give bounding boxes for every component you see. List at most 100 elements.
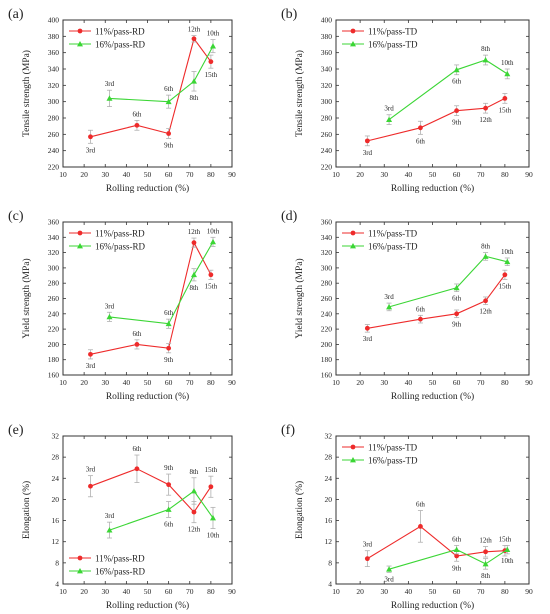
point-label: 12th <box>479 536 492 544</box>
series-line <box>109 241 214 325</box>
series-line <box>388 59 508 121</box>
data-point <box>418 316 423 322</box>
point-label: 8th <box>189 468 198 476</box>
point-label: 9th <box>164 464 173 472</box>
x-tick-label: 80 <box>207 170 215 179</box>
series: 3rd 6th 9th 12th 15th <box>86 228 218 370</box>
x-tick-label: 90 <box>525 587 533 596</box>
series: 3rd 6th 9th 12th 15th <box>363 269 512 343</box>
x-tick-label: 80 <box>207 378 215 387</box>
x-tick-label: 60 <box>453 170 461 179</box>
x-tick-label: 80 <box>501 587 509 596</box>
data-point <box>386 116 393 123</box>
data-point <box>190 78 197 84</box>
y-tick-label: 8 <box>55 558 59 567</box>
point-label: 3rd <box>363 335 373 343</box>
x-tick-label: 80 <box>501 378 509 387</box>
x-tick-label: 40 <box>405 378 413 387</box>
data-point <box>106 313 113 320</box>
legend: 11%/pass-TD 16%/pass-TD <box>342 229 418 252</box>
x-tick-label: 10 <box>59 587 67 596</box>
legend-marker <box>77 28 83 34</box>
y-tick-label: 200 <box>321 340 333 349</box>
x-tick-label: 20 <box>80 170 88 179</box>
y-tick-label: 300 <box>321 263 333 272</box>
y-axis-label: Elongation (%) <box>294 481 305 539</box>
point-label: 10th <box>207 532 220 540</box>
y-tick-label: 340 <box>321 65 333 74</box>
x-tick-label: 10 <box>332 170 340 179</box>
point-label: 6th <box>416 137 425 145</box>
y-tick-label: 320 <box>48 81 60 90</box>
data-point <box>166 131 172 136</box>
point-label: 12th <box>188 228 201 236</box>
y-tick-label: 380 <box>48 32 60 41</box>
y-axis-label: Tensile strength (MPa) <box>21 50 32 137</box>
plot-frame <box>62 19 233 168</box>
y-tick-label: 28 <box>325 453 333 462</box>
x-tick-label: 10 <box>59 170 67 179</box>
y-tick-label: 28 <box>52 453 60 462</box>
legend-label: 16%/pass-TD <box>368 242 418 252</box>
series: 3rd 6th 8th 10th <box>384 243 514 312</box>
point-label: 3rd <box>384 575 394 583</box>
panel-label: (e) <box>8 423 24 438</box>
point-label: 3rd <box>86 146 96 154</box>
point-label: 9th <box>164 356 173 364</box>
point-label: 12th <box>188 26 201 34</box>
point-label: 10th <box>501 59 514 67</box>
x-tick-label: 70 <box>186 170 194 179</box>
data-point <box>504 70 511 77</box>
point-label: 15th <box>205 466 218 474</box>
data-point <box>504 258 511 265</box>
y-tick-label: 300 <box>321 97 333 106</box>
point-label: 9th <box>452 119 461 127</box>
x-tick-label: 50 <box>429 170 437 179</box>
y-tick-label: 180 <box>48 355 60 364</box>
point-label: 9th <box>452 321 461 329</box>
series: 3rd 6th 9th 12th 15th <box>363 93 512 157</box>
point-label: 3rd <box>105 512 115 520</box>
point-label: 15th <box>205 71 218 79</box>
y-tick-label: 280 <box>48 114 60 123</box>
point-label: 8th <box>481 243 490 251</box>
data-point <box>504 546 511 553</box>
data-point <box>482 560 489 567</box>
y-tick-label: 16 <box>52 516 60 525</box>
y-tick-label: 240 <box>321 309 333 318</box>
y-tick-label: 360 <box>321 48 333 57</box>
data-point <box>364 556 370 562</box>
point-label: 3rd <box>384 105 394 113</box>
panel-label: (b) <box>281 7 298 22</box>
x-axis-label: Rolling reduction (%) <box>106 183 189 194</box>
point-label: 3rd <box>363 541 373 549</box>
data-point <box>190 487 197 494</box>
data-point <box>106 527 113 533</box>
point-label: 8th <box>189 284 198 292</box>
x-tick-label: 90 <box>525 170 533 179</box>
y-tick-label: 4 <box>55 580 59 589</box>
y-tick-label: 260 <box>48 294 60 303</box>
data-point <box>88 483 93 489</box>
legend-label: 16%/pass-TD <box>368 456 418 466</box>
x-tick-label: 60 <box>453 378 461 387</box>
data-point <box>209 238 216 245</box>
y-tick-label: 400 <box>321 16 333 25</box>
panel-label: (f) <box>281 423 295 438</box>
x-tick-label: 70 <box>186 378 194 387</box>
y-axis-label: Yield strength (MPa) <box>294 258 305 338</box>
legend-marker <box>77 568 83 574</box>
panel-label: (c) <box>8 209 24 224</box>
series-line <box>109 45 214 103</box>
series: 3rd 6th 8th 10th <box>105 468 220 540</box>
y-tick-label: 240 <box>48 309 60 318</box>
legend: 11%/pass-RD 16%/pass-RD <box>69 27 145 50</box>
y-tick-label: 220 <box>321 325 333 334</box>
y-tick-label: 240 <box>48 146 60 155</box>
x-axis-label: Rolling reduction (%) <box>106 391 189 402</box>
legend-marker <box>350 444 356 450</box>
y-tick-label: 8 <box>328 558 332 567</box>
data-point <box>134 122 140 128</box>
point-label: 8th <box>481 45 490 53</box>
y-tick-label: 220 <box>321 163 333 172</box>
